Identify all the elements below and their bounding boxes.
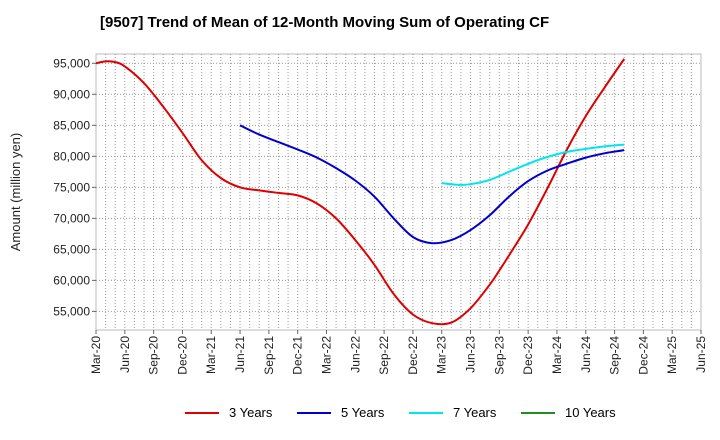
x-tick-label: Dec-24	[636, 336, 650, 375]
series-line-3-years	[95, 58, 626, 326]
x-tick-label: Mar-21	[204, 336, 218, 374]
y-tick-label: 65,000	[53, 242, 90, 256]
x-tick-label: Dec-20	[175, 336, 189, 375]
x-tick-label: Jun-24	[579, 336, 593, 373]
y-tick-label: 90,000	[53, 87, 90, 101]
legend-item: 7 Years	[409, 405, 496, 420]
series-layer	[95, 58, 626, 326]
x-tick-label: Dec-22	[406, 336, 420, 375]
x-tick-label: Mar-24	[550, 336, 564, 374]
x-tick-label: Sep-24	[608, 336, 622, 375]
legend-label: 5 Years	[341, 405, 385, 420]
x-tick-label: Jun-23	[464, 336, 478, 373]
y-tick-label: 95,000	[53, 56, 90, 70]
legend-item: 3 Years	[185, 405, 272, 420]
x-tick-label: Sep-22	[377, 336, 391, 375]
x-tick-label: Mar-22	[319, 336, 333, 374]
legend-swatch	[185, 411, 219, 414]
legend-label: 7 Years	[453, 405, 497, 420]
legend-swatch	[409, 411, 443, 414]
plot-area	[95, 53, 702, 331]
legend-swatch	[521, 411, 555, 414]
x-tick-label: Dec-23	[521, 336, 535, 375]
y-tick-labels: 55,000 60,000 65,000 70,000 75,000 80,000 85,0…	[53, 56, 90, 318]
x-tick-label: Jun-21	[233, 336, 247, 373]
x-tick-label: Sep-23	[492, 336, 506, 375]
y-tick-label: 85,000	[53, 118, 90, 132]
chart-title: [9507] Trend of Mean of 12-Month Moving …	[100, 14, 550, 31]
x-tick-label: Jun-20	[118, 336, 132, 373]
y-tick-label: 75,000	[53, 180, 90, 194]
legend-label: 10 Years	[565, 405, 616, 420]
x-tick-label: Dec-21	[291, 336, 305, 375]
y-tick-label: 70,000	[53, 211, 90, 225]
x-tick-label: Jun-25	[694, 336, 708, 373]
x-tick-label: Sep-21	[262, 336, 276, 375]
y-tick-label: 60,000	[53, 273, 90, 287]
x-tick-label: Mar-20	[89, 336, 103, 374]
x-tick-label: Jun-22	[348, 336, 362, 373]
series-line-5-years	[239, 124, 625, 245]
legend: 3 Years 5 Years 7 Years 10 Years	[0, 405, 720, 425]
x-tick-label: Sep-20	[147, 336, 161, 375]
x-tick-labels: Mar-20 Jun-20 Sep-20 Dec-20 Mar-21 Jun-21 Sep-…	[89, 336, 708, 375]
y-tick-label: 80,000	[53, 149, 90, 163]
x-tick-label: Mar-25	[665, 336, 679, 374]
y-tick-label: 55,000	[53, 304, 90, 318]
legend-label: 3 Years	[229, 405, 273, 420]
legend-item: 10 Years	[521, 405, 616, 420]
x-tick-label: Mar-23	[435, 336, 449, 374]
legend-item: 5 Years	[297, 405, 384, 420]
y-axis-label: Amount (million yen)	[8, 133, 23, 252]
series-line-7-years	[441, 143, 625, 186]
legend-swatch	[297, 411, 331, 414]
